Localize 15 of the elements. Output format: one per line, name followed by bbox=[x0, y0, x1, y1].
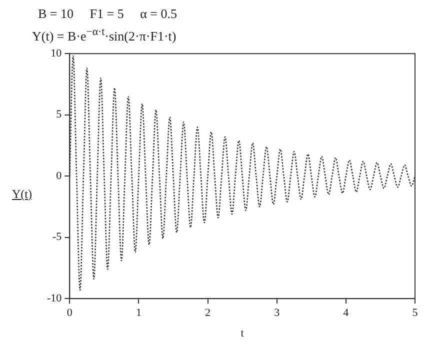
y-tick-label: 5 bbox=[56, 109, 62, 122]
x-tick-label: 4 bbox=[343, 307, 350, 320]
x-axis-title: t bbox=[240, 328, 244, 340]
x-tick-label: 2 bbox=[205, 307, 211, 320]
y-tick-label: 10 bbox=[50, 48, 62, 60]
y-tick-label: -5 bbox=[52, 232, 62, 244]
x-tick-label: 1 bbox=[136, 307, 142, 320]
y-tick-label: -10 bbox=[46, 292, 62, 305]
chart-title: B = 10 F1 = 5 α = 0.5 bbox=[37, 5, 178, 22]
y-tick-label: 0 bbox=[56, 170, 62, 182]
x-tick-label: 0 bbox=[66, 307, 73, 320]
x-tick-label: 3 bbox=[274, 307, 280, 320]
chart-subtitle: Y(t) = B·e$^{−α·t}$·sin(2·π·F1·t) bbox=[31, 25, 178, 44]
x-tick-label: 5 bbox=[412, 307, 418, 320]
y-axis-title: Y(t) bbox=[11, 186, 33, 202]
